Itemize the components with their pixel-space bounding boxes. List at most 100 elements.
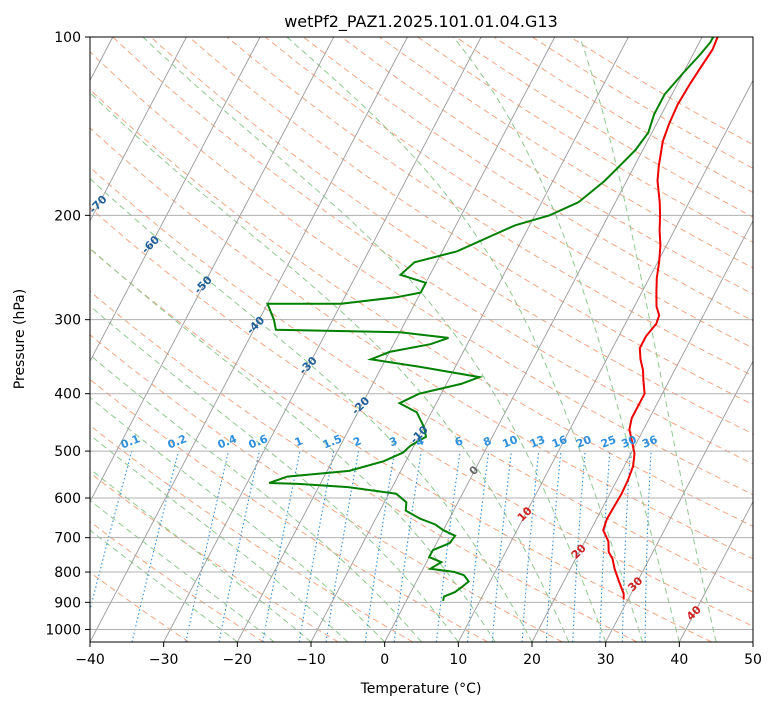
moist-adiabat (90, 434, 349, 642)
mixing-ratio-label: 6 (453, 434, 465, 449)
isotherm (90, 37, 408, 642)
mixing-ratio-label: 10 (501, 433, 520, 451)
x-axis: −40 −30 −20 −10 0 10 20 30 40 50 (75, 642, 762, 668)
mixing-ratio-line (218, 450, 260, 642)
mixing-ratio-label: 3 (387, 434, 399, 449)
mixing-ratio-line (491, 451, 512, 642)
isotherm (236, 37, 556, 642)
moist-adiabat (142, 37, 607, 642)
dry-adiabat (493, 37, 753, 194)
mixing-ratio-label: 0.2 (166, 432, 189, 451)
mixing-ratio-line (131, 450, 180, 642)
x-tick-label: 50 (744, 652, 762, 668)
isotherm (310, 37, 629, 642)
pressure-gridlines (90, 37, 753, 630)
y-tick-label: 600 (54, 491, 81, 507)
x-tick-label: 20 (523, 652, 541, 668)
isotherm-label: -30 (297, 354, 320, 377)
isotherm (384, 37, 703, 642)
mixing-ratio-line (90, 450, 133, 612)
dewpoint-line (266, 37, 715, 602)
mixing-ratio-label: 8 (481, 434, 493, 449)
mixing-ratio-line (364, 451, 396, 642)
y-tick-label: 300 (54, 313, 81, 329)
temperature-line (602, 37, 719, 600)
isotherm (90, 37, 335, 503)
profiles (266, 37, 719, 602)
y-tick-label: 900 (54, 595, 81, 611)
background-lines (90, 37, 753, 642)
moist-adiabat (90, 305, 459, 642)
dry-adiabat (90, 290, 638, 642)
y-tick-label: 500 (54, 444, 81, 460)
mixing-ratio-line (393, 451, 422, 642)
moist-adiabat (90, 247, 496, 642)
dry-adiabat (90, 248, 712, 642)
line-labels: 0.10.20.40.611.52346810131620253036-100-… (0, 112, 704, 624)
y-tick-label: 400 (54, 387, 81, 403)
moist-adiabat (90, 92, 570, 642)
isotherm (90, 37, 261, 363)
moist-adiabat (90, 468, 312, 642)
dry-adiabat (150, 37, 753, 435)
mixing-ratio-label: 20 (574, 433, 593, 451)
mixing-ratio-lines (90, 450, 652, 642)
isotherm-label: 40 (684, 603, 704, 623)
y-tick-label: 700 (54, 531, 81, 547)
y-tick-label: 100 (54, 30, 81, 46)
x-tick-label: −40 (75, 652, 105, 668)
dry-adiabat (90, 88, 753, 527)
isotherm (457, 79, 753, 642)
mixing-ratio-line (466, 451, 490, 642)
mixing-ratio-label: 1 (293, 434, 305, 449)
mixing-ratio-line (325, 451, 360, 642)
isotherm (605, 360, 753, 642)
mixing-ratio-label: 0.1 (119, 432, 142, 451)
dry-adiabat (90, 127, 753, 560)
y-axis-label: Pressure (hPa) (12, 289, 28, 389)
moist-adiabat (90, 396, 386, 642)
x-tick-label: −30 (149, 652, 179, 668)
dry-adiabat (90, 472, 339, 642)
isotherm-label: -20 (349, 394, 372, 417)
dry-adiabat (264, 37, 753, 349)
moist-adiabat (579, 37, 717, 642)
mixing-ratio-line (185, 450, 230, 642)
x-tick-label: 10 (449, 652, 467, 668)
mixing-ratio-label: 2 (351, 434, 363, 449)
moist-adiabat (453, 37, 680, 642)
isotherm (163, 37, 482, 642)
isotherm-label: 0 (467, 463, 482, 478)
dry-adiabat (90, 206, 753, 627)
isotherm (531, 219, 753, 642)
moist-adiabat (286, 37, 643, 642)
x-axis-label: Temperature (°C) (360, 681, 482, 697)
y-axis: 100 200 300 400 500 600 700 800 900 1000 (45, 30, 90, 638)
isotherm (752, 641, 753, 642)
skewed-isotherms (90, 37, 753, 642)
isotherm-label: 20 (569, 541, 589, 561)
chart-title: wetPf2_PAZ1.2025.101.01.04.G13 (284, 12, 558, 32)
dry-adiabat (303, 37, 753, 322)
x-tick-label: −20 (223, 652, 253, 668)
x-tick-label: 40 (670, 652, 688, 668)
mixing-ratio-label: 25 (599, 433, 618, 451)
y-tick-label: 200 (54, 208, 81, 224)
mixing-ratio-label: 30 (619, 433, 638, 451)
dry-adiabat (90, 571, 190, 642)
isotherm-label: 30 (625, 574, 645, 594)
dry-adiabat (90, 51, 753, 496)
moist-adiabat (90, 499, 275, 642)
dry-adiabats (90, 37, 753, 642)
y-tick-label: 800 (54, 565, 81, 581)
x-tick-label: 30 (597, 652, 615, 668)
isotherm (90, 37, 187, 222)
moist-adiabat (90, 178, 533, 642)
plot-frame (89, 36, 754, 643)
mixing-ratio-line (435, 451, 461, 642)
y-tick-label: 1000 (45, 622, 81, 638)
dry-adiabat (570, 37, 753, 146)
dry-adiabat (226, 37, 753, 377)
isotherm-label: -90 (0, 112, 5, 135)
